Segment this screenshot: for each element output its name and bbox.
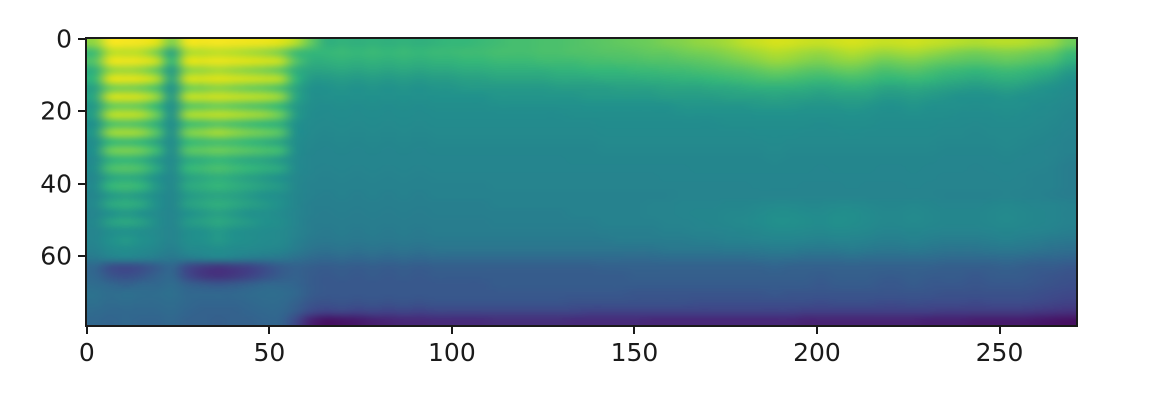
plot-area — [85, 37, 1078, 327]
y-tick-label: 60 — [40, 241, 72, 271]
heatmap-canvas — [87, 39, 1076, 325]
y-tick-label: 40 — [40, 169, 72, 199]
x-tick-mark — [633, 327, 636, 334]
y-tick-mark — [78, 182, 85, 185]
y-tick-mark — [78, 37, 85, 40]
x-tick-mark — [450, 327, 453, 334]
x-tick-label: 0 — [78, 338, 95, 367]
x-tick-mark — [815, 327, 818, 334]
x-tick-label: 250 — [975, 338, 1024, 367]
y-tick-label: 0 — [56, 24, 72, 54]
y-tick-mark — [78, 110, 85, 113]
y-tick-label: 20 — [40, 96, 72, 126]
x-tick-mark — [85, 327, 88, 334]
y-tick-mark — [78, 255, 85, 258]
x-tick-mark — [268, 327, 271, 334]
x-tick-label: 50 — [253, 338, 286, 367]
x-tick-label: 150 — [610, 338, 659, 367]
x-tick-label: 100 — [428, 338, 476, 367]
x-tick-mark — [998, 327, 1001, 334]
x-tick-label: 200 — [793, 338, 841, 367]
